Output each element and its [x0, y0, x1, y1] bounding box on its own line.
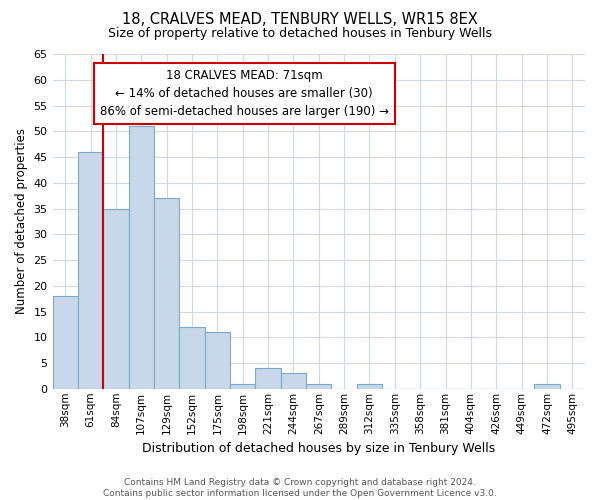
Text: 18, CRALVES MEAD, TENBURY WELLS, WR15 8EX: 18, CRALVES MEAD, TENBURY WELLS, WR15 8E…	[122, 12, 478, 28]
Bar	[103, 208, 128, 389]
Bar	[53, 296, 78, 389]
Bar	[281, 374, 306, 389]
Text: 18 CRALVES MEAD: 71sqm
← 14% of detached houses are smaller (30)
86% of semi-det: 18 CRALVES MEAD: 71sqm ← 14% of detached…	[100, 69, 389, 118]
Bar	[179, 327, 205, 389]
X-axis label: Distribution of detached houses by size in Tenbury Wells: Distribution of detached houses by size …	[142, 442, 496, 455]
Bar	[205, 332, 230, 389]
Text: Contains HM Land Registry data © Crown copyright and database right 2024.
Contai: Contains HM Land Registry data © Crown c…	[103, 478, 497, 498]
Bar	[357, 384, 382, 389]
Bar	[230, 384, 256, 389]
Bar	[534, 384, 560, 389]
Bar	[256, 368, 281, 389]
Bar	[154, 198, 179, 389]
Bar	[78, 152, 103, 389]
Text: Size of property relative to detached houses in Tenbury Wells: Size of property relative to detached ho…	[108, 28, 492, 40]
Bar	[306, 384, 331, 389]
Bar	[128, 126, 154, 389]
Y-axis label: Number of detached properties: Number of detached properties	[15, 128, 28, 314]
